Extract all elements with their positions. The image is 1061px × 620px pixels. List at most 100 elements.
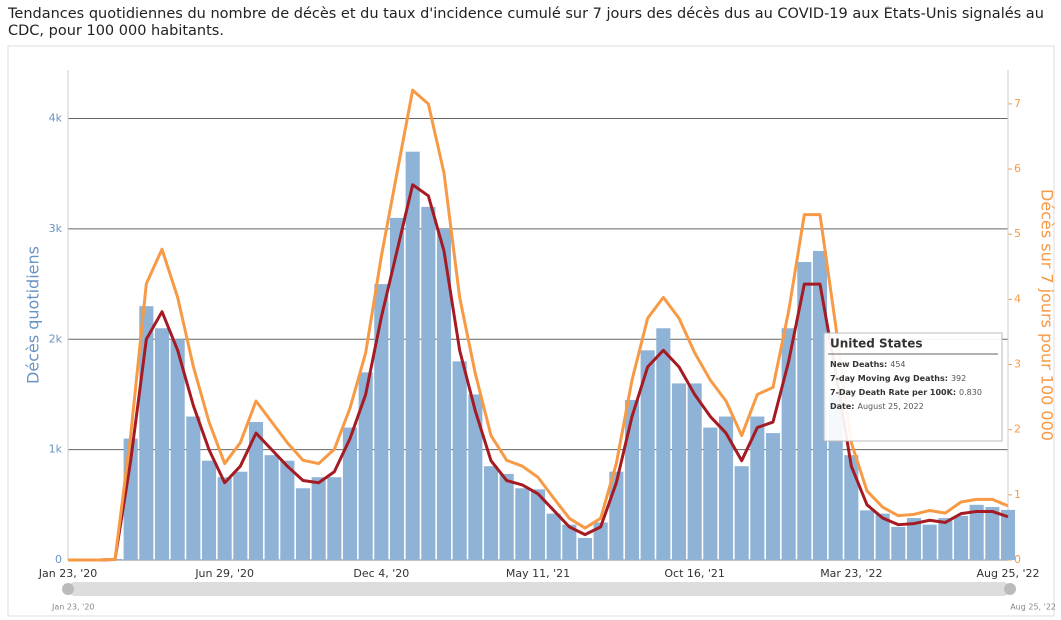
bar [891,526,906,560]
bar [1000,509,1016,560]
tooltip: United States New Deaths: 454 7-day Moving … [823,332,1003,442]
y-tick-label: 4k [49,112,63,125]
y2-tick-label: 5 [1014,227,1021,240]
bar [264,455,279,560]
bar [953,515,969,560]
y2-tick-label: 4 [1014,292,1021,305]
bar [421,206,436,560]
bar [734,466,749,560]
bar [295,488,311,560]
bar [311,477,326,560]
tooltip-row: Date: August 25, 2022 [830,402,924,411]
chart-title: Tendances quotidiennes du nombre de décè… [8,6,1044,39]
bar [248,422,264,560]
range-handle[interactable] [1004,583,1016,595]
y2-tick-label: 3 [1014,358,1021,371]
bar [389,217,405,561]
y2-tick-label: 6 [1014,162,1021,175]
bar [875,513,890,560]
bar [530,489,546,560]
bar [452,361,467,560]
bar [797,262,812,560]
bar [922,524,937,560]
bar [577,537,593,560]
range-slider[interactable] [68,582,1010,596]
y2-tick-label: 1 [1014,488,1021,501]
y-axis-label: Décès quotidiens [24,246,43,384]
tooltip-label: Date: [830,402,855,411]
bar [656,328,671,560]
bar [703,427,718,560]
bar [812,250,828,560]
bar [687,383,702,560]
bar [436,228,452,560]
y-tick-label: 1k [49,443,63,456]
x-tick-label: Jan 23, '20 [38,567,97,580]
x-tick-label: Aug 25, '22 [977,567,1040,580]
x-tick-label: Mar 23, '22 [820,567,882,580]
tooltip-label: 7-Day Death Rate per 100K: [830,388,956,397]
bar [750,416,765,560]
tooltip-label: 7-day Moving Avg Deaths: [830,374,948,383]
bar [405,151,420,560]
bar [718,416,734,560]
y2-tick-label: 7 [1014,97,1021,110]
x-tick-label: May 11, '21 [506,567,570,580]
bar [969,504,984,560]
bar [938,518,953,560]
bar [154,328,170,560]
title-box: Tendances quotidiennes du nombre de décè… [8,6,1044,39]
y-tick-label: 3k [49,222,63,235]
tooltip-row: 7-day Moving Avg Deaths: 392 [830,374,966,383]
bar [499,473,514,560]
bar [280,460,295,560]
bar [844,455,859,560]
bar [483,466,499,560]
bar [217,477,232,560]
bar [765,433,781,560]
bar [781,328,796,560]
y2-tick-label: 0 [1014,553,1021,566]
range-start: Jan 23, '20 [51,603,95,612]
line [68,88,1009,562]
x-tick-label: Oct 16, '21 [664,567,725,580]
bar [859,510,875,560]
bar [515,488,530,560]
range-handle[interactable] [62,583,74,595]
bar [593,522,608,560]
bar [546,513,561,560]
tooltip-row: New Deaths: 454 [830,360,906,369]
bar [374,284,389,560]
bar [233,471,248,560]
bar [170,339,185,560]
x-tick-label: Dec 4, '20 [353,567,409,580]
line [68,183,1009,562]
tooltip-box [823,332,1003,442]
bar [186,416,201,560]
y2-axis-label: Décès sur 7 jours pour 100 000 [1038,189,1057,441]
bar [342,427,358,560]
bar [640,350,655,560]
tooltip-label: New Deaths: [830,360,887,369]
bar [624,399,640,560]
bar [358,372,373,560]
y-tick-label: 2k [49,332,63,345]
bar [906,518,922,560]
tooltip-value: August 25, 2022 [858,402,924,411]
bar [985,507,1000,560]
bar [201,460,217,560]
tooltip-value: 392 [951,374,966,383]
bar [562,524,577,560]
frame [7,45,1055,617]
y-tick-label: 0 [55,553,62,566]
range-end: Aug 25, '22 [1010,603,1056,612]
bar [468,394,483,560]
y2-tick-label: 2 [1014,423,1021,436]
bar [671,383,687,560]
tooltip-row: 7-Day Death Rate per 100K: 0.830 [830,388,982,397]
tooltip-title: United States [830,337,923,351]
bar [327,477,342,560]
x-tick-label: Jun 29, '20 [194,567,254,580]
tooltip-value: 454 [890,360,905,369]
